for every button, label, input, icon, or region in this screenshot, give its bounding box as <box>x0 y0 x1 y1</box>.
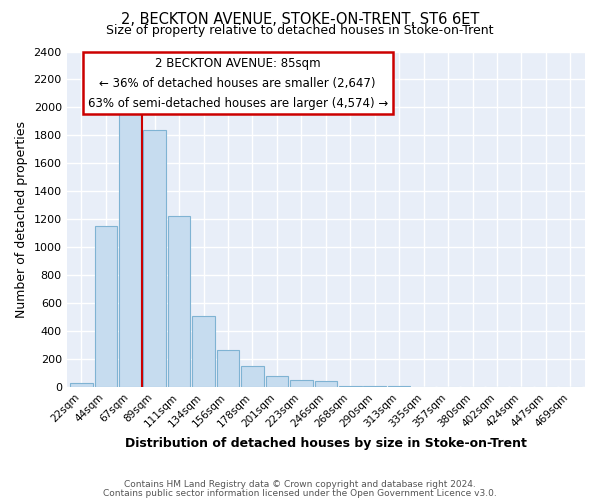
Text: 2, BECKTON AVENUE, STOKE-ON-TRENT, ST6 6ET: 2, BECKTON AVENUE, STOKE-ON-TRENT, ST6 6… <box>121 12 479 28</box>
Bar <box>193 316 215 387</box>
Bar <box>70 384 92 387</box>
Y-axis label: Number of detached properties: Number of detached properties <box>15 120 28 318</box>
Text: Contains public sector information licensed under the Open Government Licence v3: Contains public sector information licen… <box>103 489 497 498</box>
Bar <box>388 386 410 387</box>
Bar <box>241 366 264 387</box>
Bar <box>168 216 190 387</box>
Bar <box>314 382 337 387</box>
Bar <box>217 350 239 387</box>
Bar <box>95 226 117 387</box>
Bar <box>290 380 313 387</box>
Bar <box>143 130 166 387</box>
Bar <box>266 376 288 387</box>
Text: 2 BECKTON AVENUE: 85sqm
← 36% of detached houses are smaller (2,647)
63% of semi: 2 BECKTON AVENUE: 85sqm ← 36% of detache… <box>88 56 388 110</box>
Text: Size of property relative to detached houses in Stoke-on-Trent: Size of property relative to detached ho… <box>106 24 494 37</box>
Bar <box>339 386 362 387</box>
Bar <box>364 386 386 387</box>
Bar <box>119 114 142 387</box>
X-axis label: Distribution of detached houses by size in Stoke-on-Trent: Distribution of detached houses by size … <box>125 437 527 450</box>
Text: Contains HM Land Registry data © Crown copyright and database right 2024.: Contains HM Land Registry data © Crown c… <box>124 480 476 489</box>
